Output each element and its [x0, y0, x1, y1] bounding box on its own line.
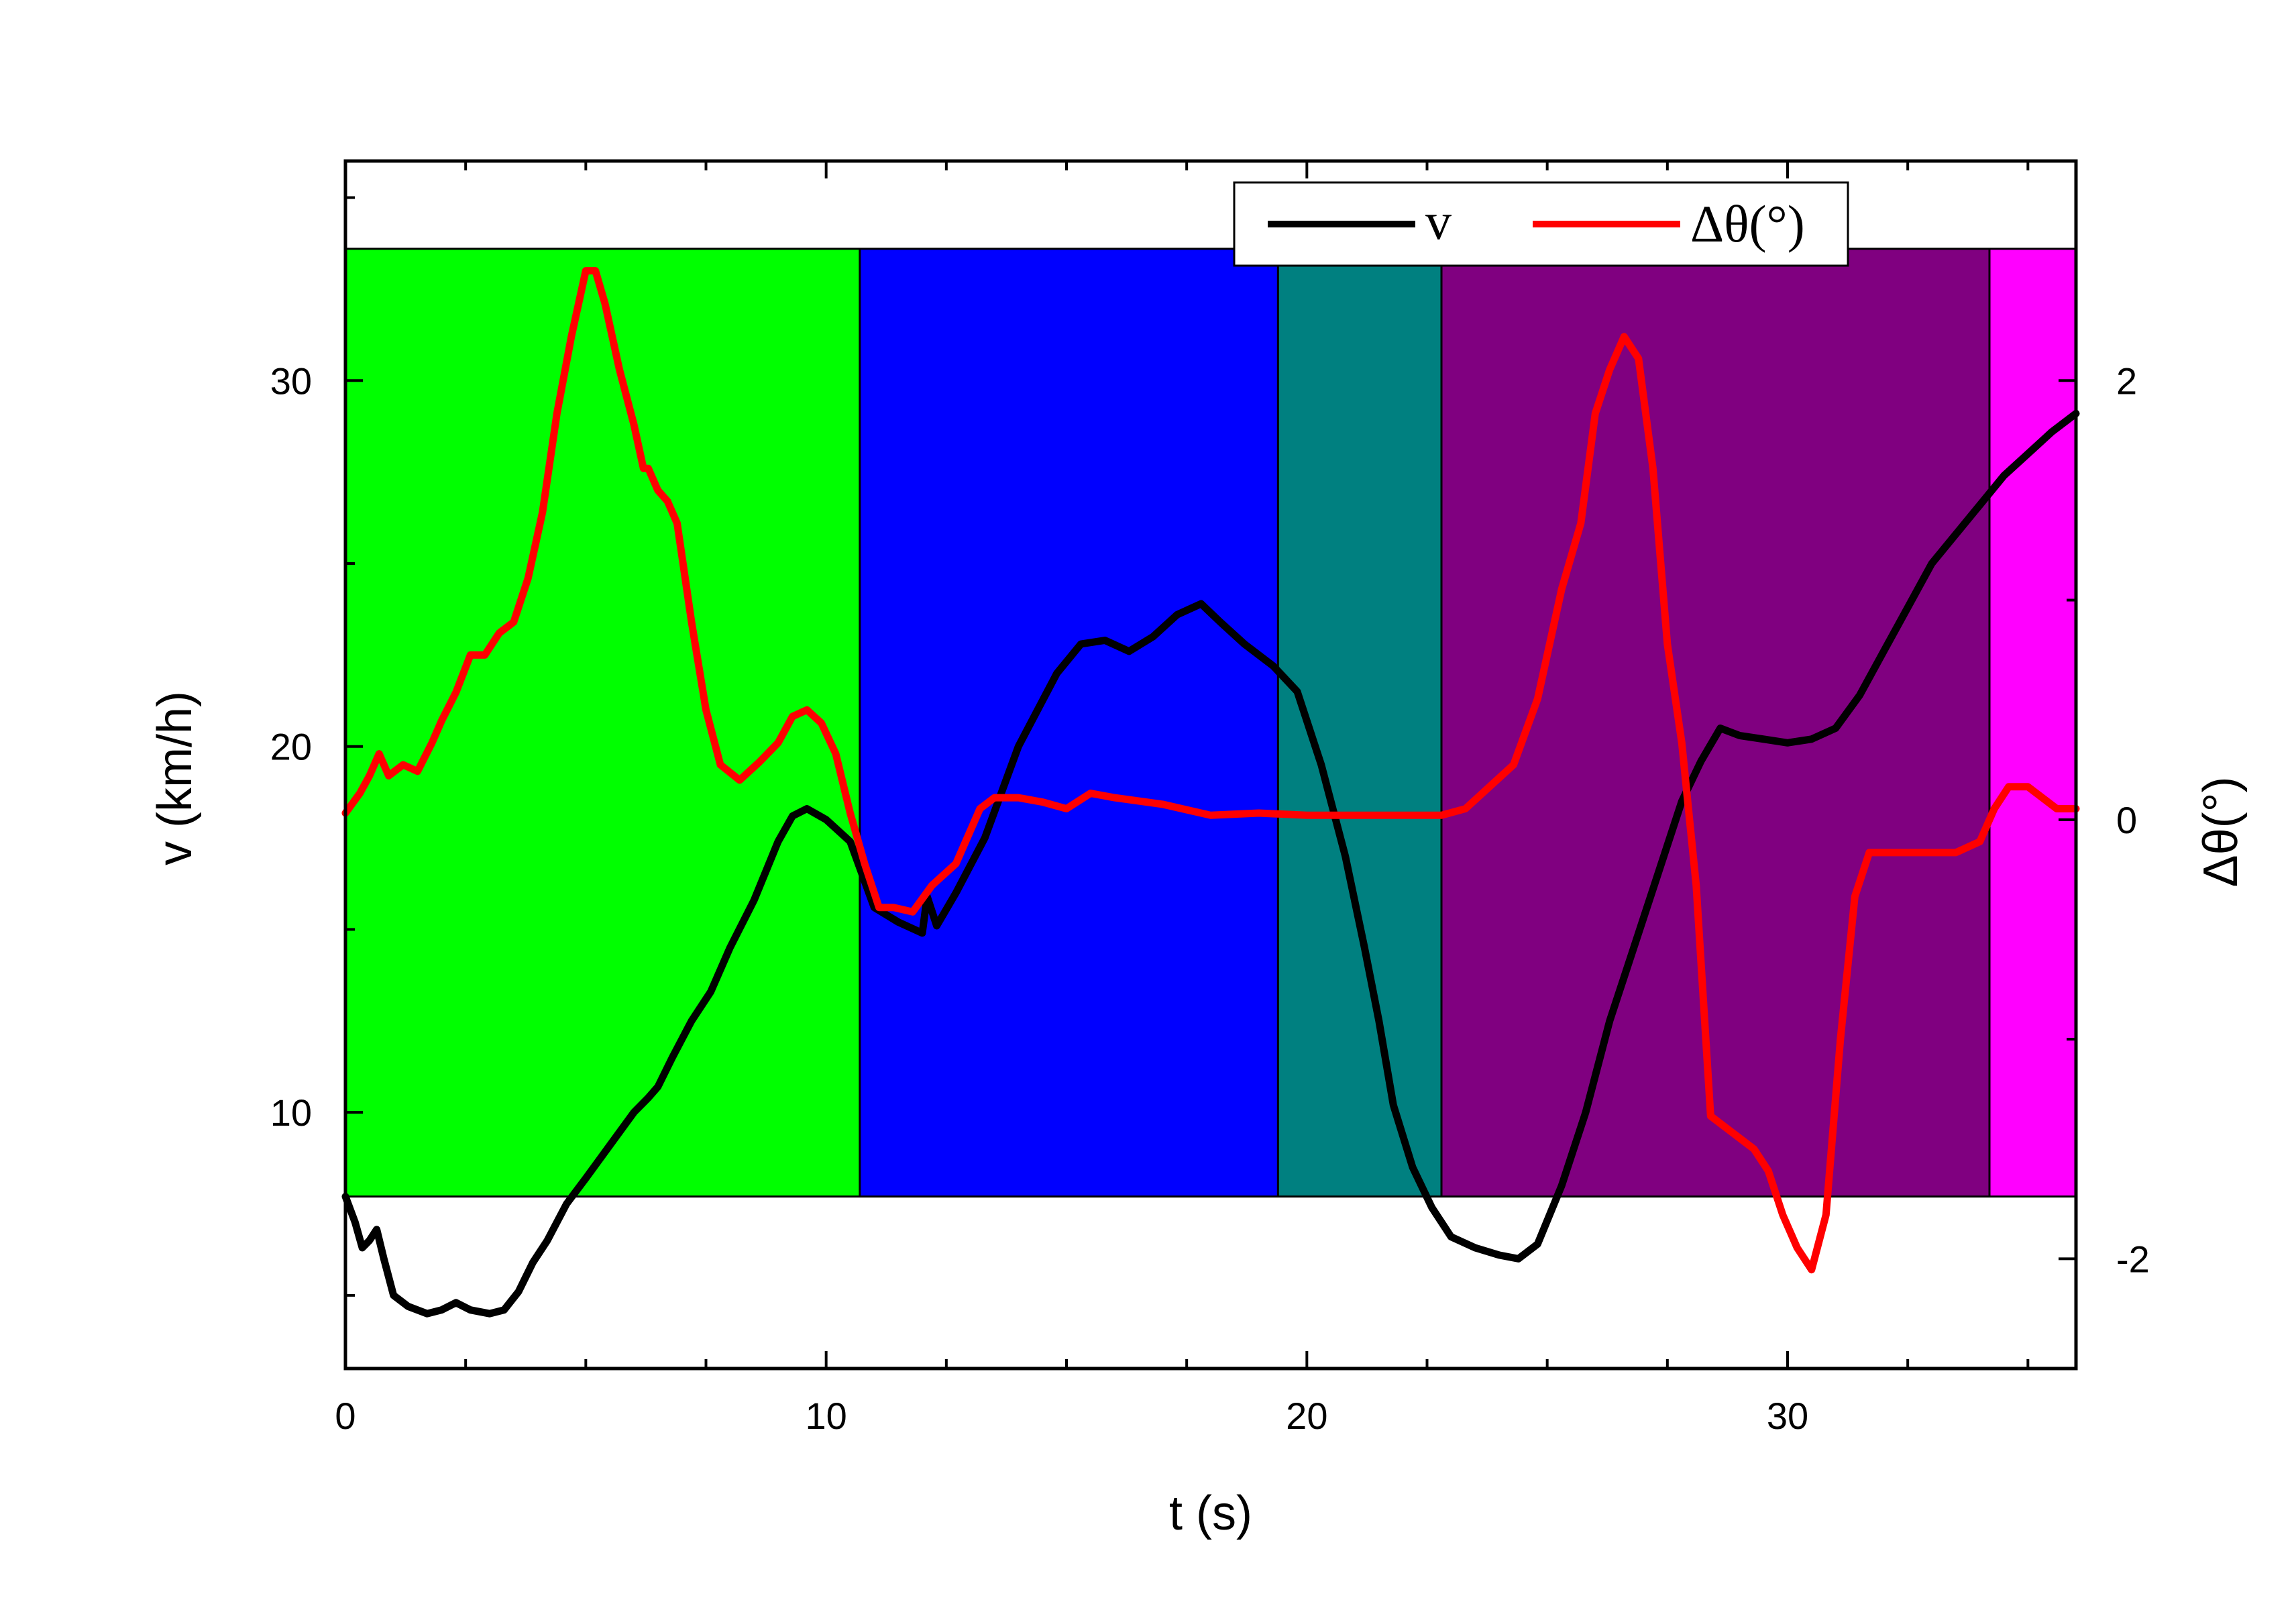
x-tick-label: 10 [806, 1395, 847, 1437]
x-tick-label: 20 [1286, 1395, 1327, 1437]
plot-frame [343, 159, 2078, 1371]
x-axis: 0 10 20 30 [335, 161, 2030, 1437]
y-tick-label: 20 [270, 726, 312, 768]
phase-band-2 [859, 248, 1278, 1197]
phase-band-1 [345, 248, 860, 1197]
series-layer [341, 267, 2080, 1318]
phase-bands [345, 248, 2076, 1197]
phase-band-3 [1278, 248, 1441, 1197]
x-tick-label: 30 [1767, 1395, 1808, 1437]
x-tick-label: 0 [335, 1395, 356, 1437]
y-tick-label: 10 [270, 1091, 312, 1134]
y2-tick-label: 0 [2116, 799, 2137, 841]
phase-band-5 [1989, 248, 2076, 1197]
series-line-dtheta [341, 267, 2080, 1274]
y2-tick-label: 2 [2116, 360, 2137, 402]
legend-label-dtheta: Δθ(°) [1690, 195, 1805, 253]
y-axis-title: v (km/h) [148, 691, 202, 865]
y2-tick-label: -2 [2116, 1238, 2150, 1280]
y-tick-label: 30 [270, 360, 312, 402]
phase-band-4 [1441, 248, 1989, 1197]
x-axis-title: t (s) [1169, 1487, 1252, 1540]
y2-axis-title: Δθ(°) [2194, 777, 2248, 888]
y-axis-right: -2 0 2 [2059, 360, 2150, 1280]
legend-label-v: v [1425, 192, 1452, 250]
y-axis-left: 10 20 30 [270, 196, 363, 1297]
series-line-v [341, 409, 2080, 1318]
legend: v Δθ(°) [1233, 181, 1849, 267]
